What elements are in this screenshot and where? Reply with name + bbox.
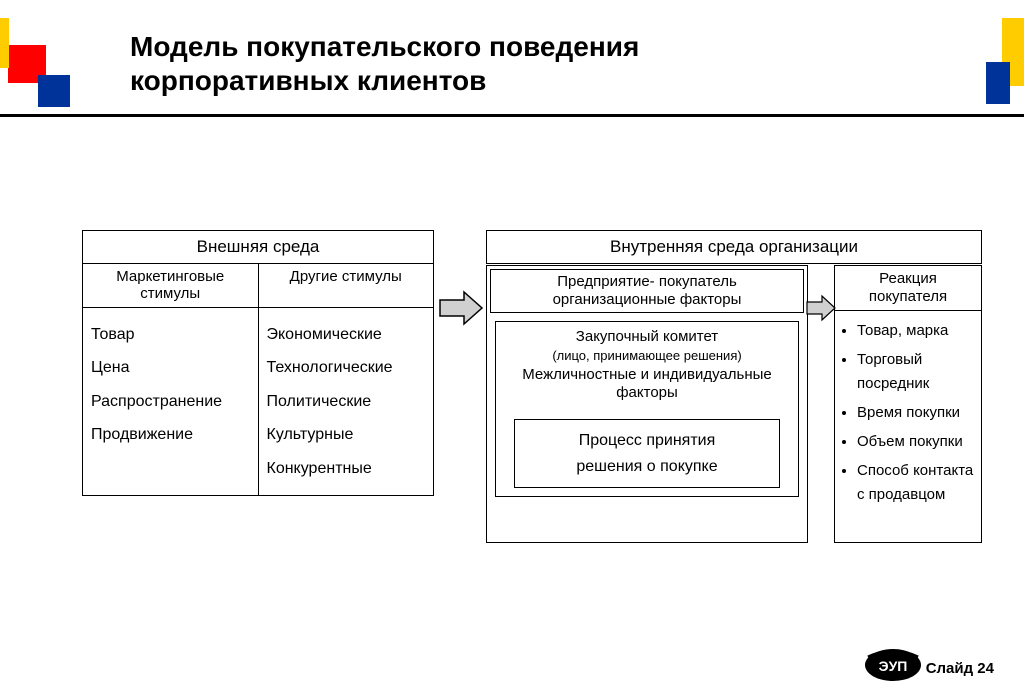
ext-item: Распространение — [91, 385, 250, 419]
committee-sub2: Межличностные и индивидуальные факторы — [522, 366, 771, 402]
reaction-hdr-l1: Реакция — [879, 270, 937, 287]
process-box: Процесс принятия решения о покупке — [514, 419, 780, 488]
reaction-box: Реакция покупателя Товар, марка Торговый… — [834, 265, 982, 543]
ext-item: Продвижение — [91, 418, 250, 452]
ext-item: Культурные — [267, 418, 426, 452]
enterprise-label-l1: Предприятие- покупатель — [557, 273, 737, 290]
ext-item: Политические — [267, 385, 426, 419]
col-marketing-header: Маркетинговые стимулы — [83, 264, 259, 308]
reaction-item: Товар, марка — [857, 319, 975, 342]
ext-item: Экономические — [267, 318, 426, 352]
deco-blue-square — [38, 75, 70, 107]
title-line-2: корпоративных клиентов — [130, 65, 486, 96]
col-other-header: Другие стимулы — [258, 264, 434, 308]
svg-text:ЭУП: ЭУП — [879, 658, 908, 674]
reaction-item: Объем покупки — [857, 430, 975, 453]
reaction-item: Способ контакта с продавцом — [857, 459, 975, 506]
deco-blue-right — [986, 62, 1010, 104]
ext-item: Товар — [91, 318, 250, 352]
external-env-table: Внешняя среда Маркетинговые стимулы Друг… — [82, 230, 434, 496]
enterprise-label: Предприятие- покупатель организационные … — [490, 269, 804, 313]
arrow-enterprise-to-reaction — [806, 294, 836, 322]
internal-header: Внутренняя среда организации — [486, 230, 982, 264]
col-marketing-body: Товар Цена Распространение Продвижение — [83, 307, 259, 496]
reaction-header: Реакция покупателя — [835, 266, 981, 311]
arrow-ext-to-int — [438, 290, 484, 326]
external-header: Внешняя среда — [83, 231, 434, 264]
ext-item: Цена — [91, 351, 250, 385]
committee-text: Закупочный комитет (лицо, принимающее ре… — [496, 322, 798, 405]
process-l2: решения о покупке — [576, 458, 717, 475]
reaction-item: Время покупки — [857, 401, 975, 424]
reaction-list: Товар, марка Торговый посредник Время по… — [835, 319, 981, 506]
dept-logo: ЭУП — [862, 643, 924, 683]
enterprise-box: Предприятие- покупатель организационные … — [486, 265, 808, 543]
col-other-body: Экономические Технологические Политическ… — [258, 307, 434, 496]
reaction-hdr-l2: покупателя — [869, 288, 947, 305]
slide-number: Слайд 24 — [926, 660, 994, 677]
ext-item: Технологические — [267, 351, 426, 385]
title-line-1: Модель покупательского поведения — [130, 31, 639, 62]
process-l1: Процесс принятия — [579, 432, 716, 449]
reaction-item: Торговый посредник — [857, 348, 975, 395]
enterprise-label-l2: организационные факторы — [553, 291, 742, 308]
title-underline — [0, 114, 1024, 117]
ext-item: Конкурентные — [267, 452, 426, 486]
committee-box: Закупочный комитет (лицо, принимающее ре… — [495, 321, 799, 497]
committee-title: Закупочный комитет — [576, 328, 718, 345]
internal-env: Внутренняя среда организации Предприятие… — [486, 230, 982, 544]
deco-yellow-left — [0, 18, 9, 68]
page-title: Модель покупательского поведения корпора… — [130, 30, 639, 97]
committee-sub1: (лицо, принимающее решения) — [552, 348, 741, 363]
